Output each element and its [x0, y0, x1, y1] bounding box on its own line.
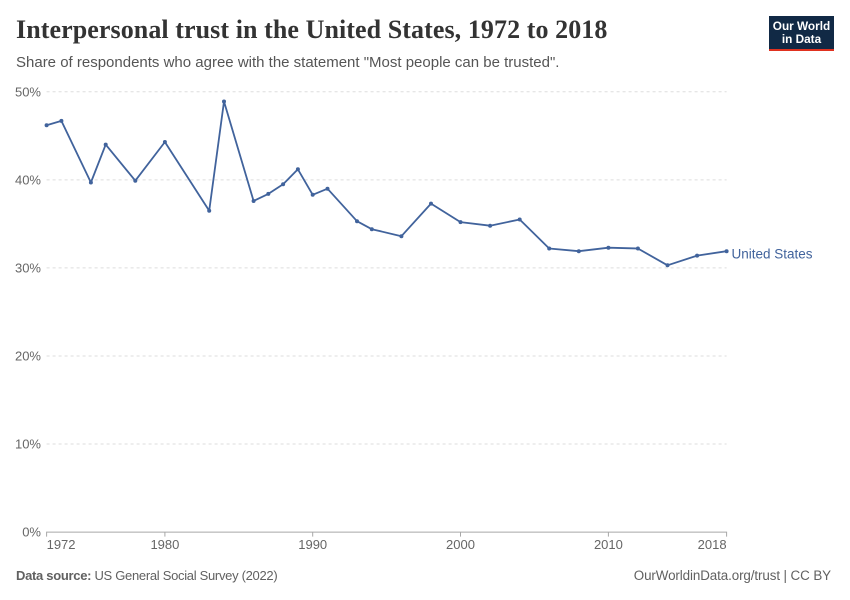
svg-text:1990: 1990 [298, 537, 327, 552]
svg-text:20%: 20% [15, 349, 41, 364]
svg-text:50%: 50% [15, 84, 41, 99]
svg-text:2000: 2000 [446, 537, 475, 552]
svg-text:0%: 0% [22, 525, 41, 540]
svg-text:10%: 10% [15, 437, 41, 452]
svg-text:2010: 2010 [594, 537, 623, 552]
svg-text:United States: United States [732, 246, 813, 261]
svg-text:2018: 2018 [698, 537, 727, 552]
svg-text:1980: 1980 [150, 537, 179, 552]
svg-text:40%: 40% [15, 172, 41, 187]
svg-text:30%: 30% [15, 260, 41, 275]
svg-text:1972: 1972 [47, 537, 76, 552]
